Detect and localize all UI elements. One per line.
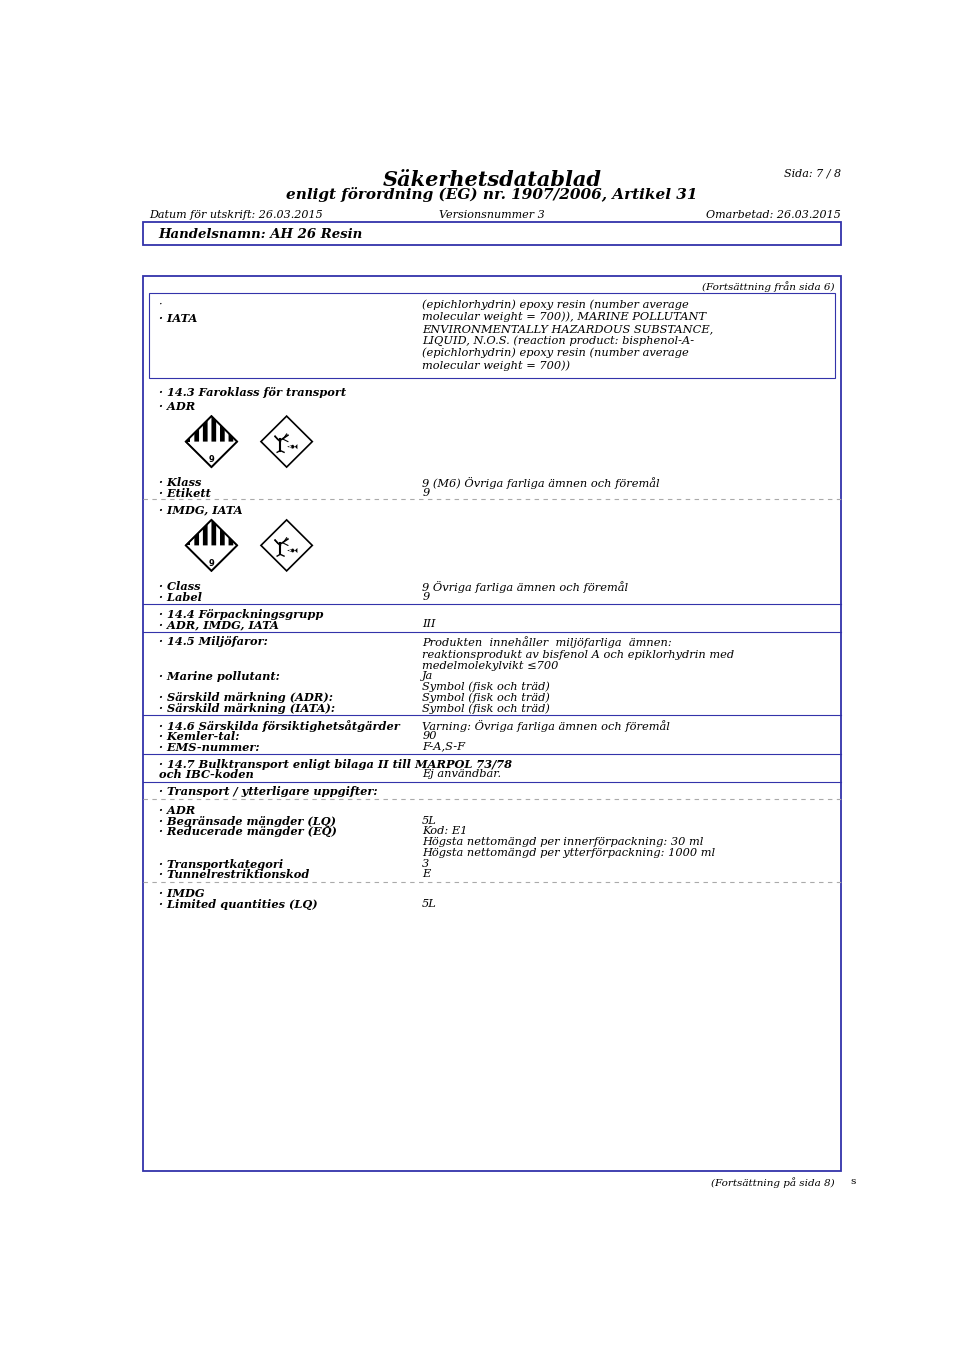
Text: · Tunnelrestriktionskod: · Tunnelrestriktionskod — [158, 869, 309, 880]
Polygon shape — [220, 529, 225, 545]
Text: · IMDG, IATA: · IMDG, IATA — [158, 504, 242, 515]
Text: · Reducerade mängder (EQ): · Reducerade mängder (EQ) — [158, 826, 337, 837]
Text: · Transport / ytterligare uppgifter:: · Transport / ytterligare uppgifter: — [158, 787, 377, 798]
Text: · Särskild märkning (ADR):: · Särskild märkning (ADR): — [158, 692, 333, 703]
Text: (Fortsättning från sida 6): (Fortsättning från sida 6) — [702, 281, 834, 292]
Text: Symbol (fisk och träd): Symbol (fisk och träd) — [422, 703, 550, 714]
Polygon shape — [287, 549, 295, 553]
Text: Sida: 7 / 8: Sida: 7 / 8 — [783, 169, 841, 178]
Text: · Class: · Class — [158, 581, 201, 592]
Text: Varning: Övriga farliga ämnen och föremål: Varning: Övriga farliga ämnen och föremå… — [422, 721, 670, 731]
Text: Omarbetad: 26.03.2015: Omarbetad: 26.03.2015 — [706, 210, 841, 220]
Bar — [143, 276, 841, 1171]
Text: 9: 9 — [422, 592, 429, 602]
Text: · ADR: · ADR — [158, 402, 195, 412]
Text: 5L: 5L — [422, 815, 437, 826]
Text: · EMS-nummer:: · EMS-nummer: — [158, 742, 259, 753]
Text: F-A,S-F: F-A,S-F — [422, 742, 466, 752]
Polygon shape — [211, 416, 216, 442]
Text: ·: · — [158, 299, 162, 310]
Polygon shape — [186, 541, 190, 545]
Polygon shape — [203, 523, 207, 545]
Polygon shape — [186, 437, 190, 442]
Polygon shape — [295, 548, 298, 553]
Text: III: III — [422, 619, 436, 629]
Text: · Klass: · Klass — [158, 477, 202, 488]
Text: s: s — [850, 1178, 855, 1186]
Text: Kod: E1: Kod: E1 — [422, 826, 468, 837]
Text: E: E — [422, 869, 430, 879]
Text: Högsta nettomängd per ytterförpackning: 1000 ml: Högsta nettomängd per ytterförpackning: … — [422, 848, 715, 859]
Polygon shape — [186, 416, 237, 466]
Text: · Limited quantities (LQ): · Limited quantities (LQ) — [158, 899, 318, 910]
Text: · Begränsade mängder (LQ): · Begränsade mängder (LQ) — [158, 815, 336, 826]
Polygon shape — [228, 537, 233, 545]
Polygon shape — [203, 420, 207, 442]
Polygon shape — [261, 416, 312, 466]
Text: (epichlorhydrin) epoxy resin (number average
molecular weight = 700)), MARINE PO: (epichlorhydrin) epoxy resin (number ave… — [422, 299, 713, 370]
Text: · IMDG: · IMDG — [158, 888, 204, 899]
Text: (Fortsättning på sida 8): (Fortsättning på sida 8) — [711, 1178, 834, 1188]
Polygon shape — [287, 445, 295, 449]
Text: · Marine pollutant:: · Marine pollutant: — [158, 671, 279, 681]
Text: · 14.3 Faroklass för transport: · 14.3 Faroklass för transport — [158, 387, 346, 397]
Polygon shape — [220, 425, 225, 442]
Text: · 14.4 Förpackningsgrupp: · 14.4 Förpackningsgrupp — [158, 608, 324, 619]
Polygon shape — [194, 533, 199, 545]
Polygon shape — [261, 521, 312, 571]
Text: Högsta nettomängd per innerförpackning: 30 ml: Högsta nettomängd per innerförpackning: … — [422, 837, 704, 848]
Text: Produkten  innehåller  miljöfarliga  ämnen:
reaktionsprodukt av bisfenol A och e: Produkten innehåller miljöfarliga ämnen:… — [422, 637, 734, 672]
Text: · ADR, IMDG, IATA: · ADR, IMDG, IATA — [158, 619, 278, 630]
Text: enligt förordning (EG) nr. 1907/2006, Artikel 31: enligt förordning (EG) nr. 1907/2006, Ar… — [286, 187, 698, 201]
Polygon shape — [186, 521, 237, 571]
Text: Ja: Ja — [422, 671, 434, 681]
Text: Säkerhetsdatablad: Säkerhetsdatablad — [382, 170, 602, 189]
Text: 9: 9 — [208, 560, 214, 568]
Text: · Etikett: · Etikett — [158, 488, 210, 499]
Text: Versionsnummer 3: Versionsnummer 3 — [439, 210, 545, 220]
Text: · Särskild märkning (IATA):: · Särskild märkning (IATA): — [158, 703, 335, 714]
Text: · 14.6 Särskilda försiktighetsåtgärder: · 14.6 Särskilda försiktighetsåtgärder — [158, 721, 399, 731]
Bar — [143, 222, 841, 246]
Text: 90: 90 — [422, 731, 437, 741]
Text: 3: 3 — [422, 859, 429, 868]
Text: · 14.7 Bulktransport enligt bilaga II till MARPOL 73/78: · 14.7 Bulktransport enligt bilaga II ti… — [158, 758, 512, 769]
Text: 9: 9 — [208, 456, 214, 465]
Text: 9 Övriga farliga ämnen och föremål: 9 Övriga farliga ämnen och föremål — [422, 581, 629, 594]
Text: och IBC-koden: och IBC-koden — [158, 769, 253, 780]
Text: 9: 9 — [422, 488, 429, 498]
Polygon shape — [228, 433, 233, 442]
Polygon shape — [211, 521, 216, 545]
Text: Handelsnamn: AH 26 Resin: Handelsnamn: AH 26 Resin — [158, 228, 363, 242]
Text: Symbol (fisk och träd): Symbol (fisk och träd) — [422, 681, 550, 692]
Text: Datum för utskrift: 26.03.2015: Datum för utskrift: 26.03.2015 — [150, 210, 324, 220]
Text: · 14.5 Miljöfaror:: · 14.5 Miljöfaror: — [158, 637, 268, 648]
Text: 5L: 5L — [422, 899, 437, 909]
Polygon shape — [295, 445, 298, 449]
Text: 9 (M6) Övriga farliga ämnen och föremål: 9 (M6) Övriga farliga ämnen och föremål — [422, 477, 660, 489]
Bar — [150, 293, 834, 377]
Text: Symbol (fisk och träd): Symbol (fisk och träd) — [422, 692, 550, 703]
Text: · ADR: · ADR — [158, 804, 195, 815]
Text: Ej användbar.: Ej användbar. — [422, 769, 501, 779]
Text: · IATA: · IATA — [158, 314, 197, 324]
Text: · Transportkategori: · Transportkategori — [158, 859, 283, 869]
Polygon shape — [194, 429, 199, 442]
Text: · Kemler-tal:: · Kemler-tal: — [158, 731, 239, 742]
Text: · Label: · Label — [158, 592, 202, 603]
